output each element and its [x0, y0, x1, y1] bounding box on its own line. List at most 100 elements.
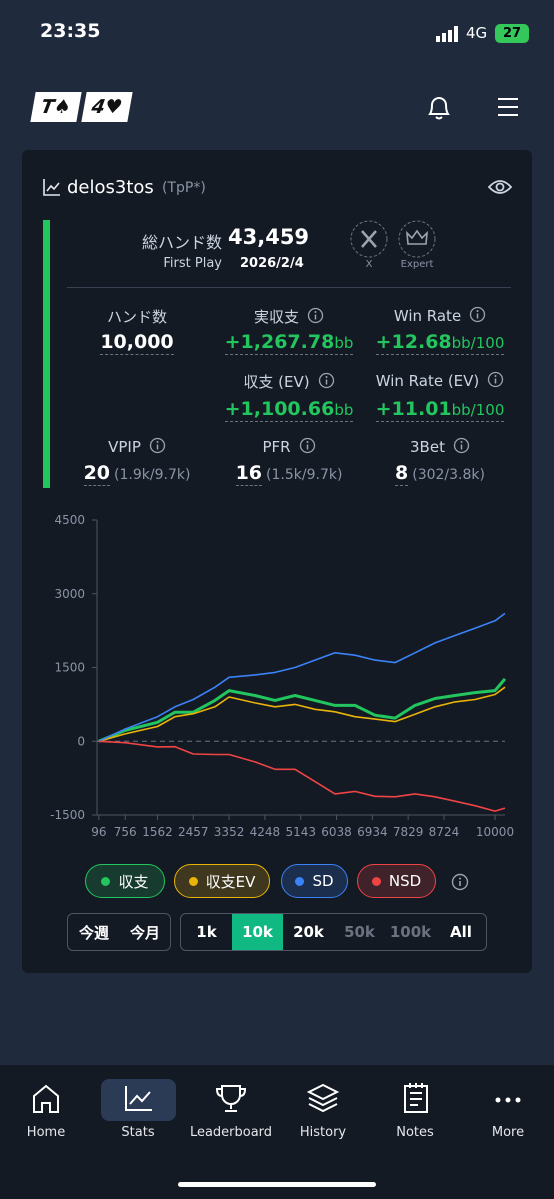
x-tick-label: 10000 [476, 825, 514, 839]
stat-unit: bb [334, 401, 354, 419]
hands-button[interactable]: 50k [344, 923, 375, 941]
first-play: 2026/2/4 [240, 256, 304, 271]
total-hands: 43,459 [228, 225, 310, 249]
nav-item[interactable]: Home [26, 1125, 66, 1140]
stat-number: 20 [83, 462, 111, 484]
stat-value-wrap: 20 [83, 462, 111, 486]
legend-chip[interactable]: SD [281, 864, 348, 898]
nav-item[interactable]: Leaderboard [189, 1125, 273, 1140]
period-button[interactable]: 今月 [129, 923, 160, 942]
stat-value: 20 (1.9k/9.7k) [37, 462, 237, 486]
badges[interactable] [349, 219, 439, 259]
x-tick-label: 6038 [321, 825, 352, 839]
nav-item[interactable]: History [299, 1125, 347, 1140]
stat-unit: bb/100 [451, 401, 505, 419]
hands-group [180, 913, 487, 951]
info-icon[interactable] [487, 371, 504, 388]
stat-number: +1,267.78 [224, 331, 335, 353]
x-tick-label: 3352 [214, 825, 245, 839]
nav-active [101, 1079, 176, 1121]
x-tick-label: 4248 [250, 825, 281, 839]
nav-icons [33, 1083, 521, 1113]
period-button[interactable]: 今週 [78, 923, 109, 942]
x-tick-label: 6934 [357, 825, 388, 839]
x-tick-label: 7829 [393, 825, 424, 839]
info-icon[interactable] [318, 372, 335, 389]
stat-number: 16 [235, 462, 263, 484]
y-tick-label: 4500 [54, 513, 85, 527]
hands-button[interactable]: 20k [293, 923, 324, 941]
hands-button[interactable]: 10k [232, 914, 283, 950]
divider [67, 287, 511, 288]
signal-icon [436, 26, 458, 42]
stat-value: 8 (302/3.8k) [340, 462, 540, 486]
stat-label: Win Rate (EV) [350, 371, 530, 390]
stat-number: +1,100.66 [224, 398, 335, 420]
info-icon[interactable] [451, 873, 469, 891]
user-tag: (TpP*) [162, 180, 206, 196]
hands-button[interactable]: 1k [196, 923, 217, 941]
legend-chip[interactable]: 収支EV [174, 864, 270, 898]
username: delos3tos [67, 177, 154, 198]
series-line [98, 740, 506, 812]
stat-label-text: VPIP [108, 438, 141, 456]
stat-value: +1,267.78bb [189, 331, 389, 355]
legend-dot [371, 876, 381, 886]
legend-chip[interactable]: 収支 [85, 864, 165, 898]
stat-label: PFR [199, 437, 379, 456]
stat-number: 8 [395, 462, 409, 484]
chart-icon [43, 179, 60, 196]
x-tick-label: 2457 [178, 825, 209, 839]
stat-label-text: 3Bet [410, 438, 445, 456]
info-icon[interactable] [307, 307, 324, 324]
legend-dot [295, 876, 305, 886]
stat-value-wrap: +11.01bb/100 [375, 398, 505, 422]
stat-detail: (302/3.8k) [412, 467, 485, 483]
series-line [98, 686, 506, 743]
nav-item[interactable]: Notes [396, 1125, 434, 1140]
menu-icon[interactable] [497, 96, 519, 118]
x-tick-label: 756 [114, 825, 137, 839]
home-indicator [178, 1182, 376, 1187]
badge-label: Expert [400, 259, 434, 270]
stat-detail: (1.9k/9.7k) [114, 467, 191, 483]
logo-tile[interactable]: T♠ [30, 92, 82, 122]
stat-label: VPIP [47, 437, 227, 456]
info-icon[interactable] [469, 306, 486, 323]
stat-label-text: PFR [262, 438, 291, 456]
stat-number: +12.68 [375, 331, 452, 353]
info-icon[interactable] [149, 437, 166, 454]
chart: -1500 0 1500 3000 4500 96 756 1562 2457 3352 4248 5… [50, 513, 514, 839]
hands-button[interactable]: 100k [389, 923, 432, 941]
bell-icon[interactable] [426, 94, 452, 122]
info-icon[interactable] [299, 437, 316, 454]
stat-value-wrap: 8 [395, 462, 409, 486]
hands-button[interactable]: All [450, 923, 472, 941]
stat-label-text: ハンド数 [106, 308, 167, 326]
stat-value: 10,000 [37, 331, 237, 355]
legend-label: SD [312, 872, 334, 890]
x-tick-label: 96 [91, 825, 106, 839]
x-tick-label: 8724 [429, 825, 460, 839]
stat-label: ハンド数 [47, 306, 227, 327]
period-group [67, 913, 171, 951]
bottom-nav [0, 1065, 554, 1199]
stat-value-wrap: +1,267.78bb [224, 331, 354, 355]
time: 23:35 [40, 20, 101, 42]
stat-detail: (1.5k/9.7k) [266, 467, 343, 483]
stat-value: 16 (1.5k/9.7k) [189, 462, 389, 486]
stat-label-text: 収支 (EV) [243, 373, 310, 391]
eye-icon[interactable] [488, 178, 512, 196]
stat-label-text: 実収支 [253, 308, 299, 326]
accent-bar [43, 220, 50, 488]
legend-label: 収支 [118, 872, 149, 891]
info-icon[interactable] [453, 437, 470, 454]
stat-number: 10,000 [100, 331, 174, 353]
stat-value-wrap: +1,100.66bb [224, 398, 354, 422]
stat-label-text: Win Rate (EV) [375, 372, 480, 390]
nav-item[interactable]: More [491, 1125, 525, 1140]
stat-value: +11.01bb/100 [340, 398, 540, 422]
nav-item[interactable]: Stats [121, 1125, 155, 1140]
legend-chip[interactable]: NSD [357, 864, 436, 898]
logo-tile[interactable]: 4♥ [81, 92, 133, 122]
